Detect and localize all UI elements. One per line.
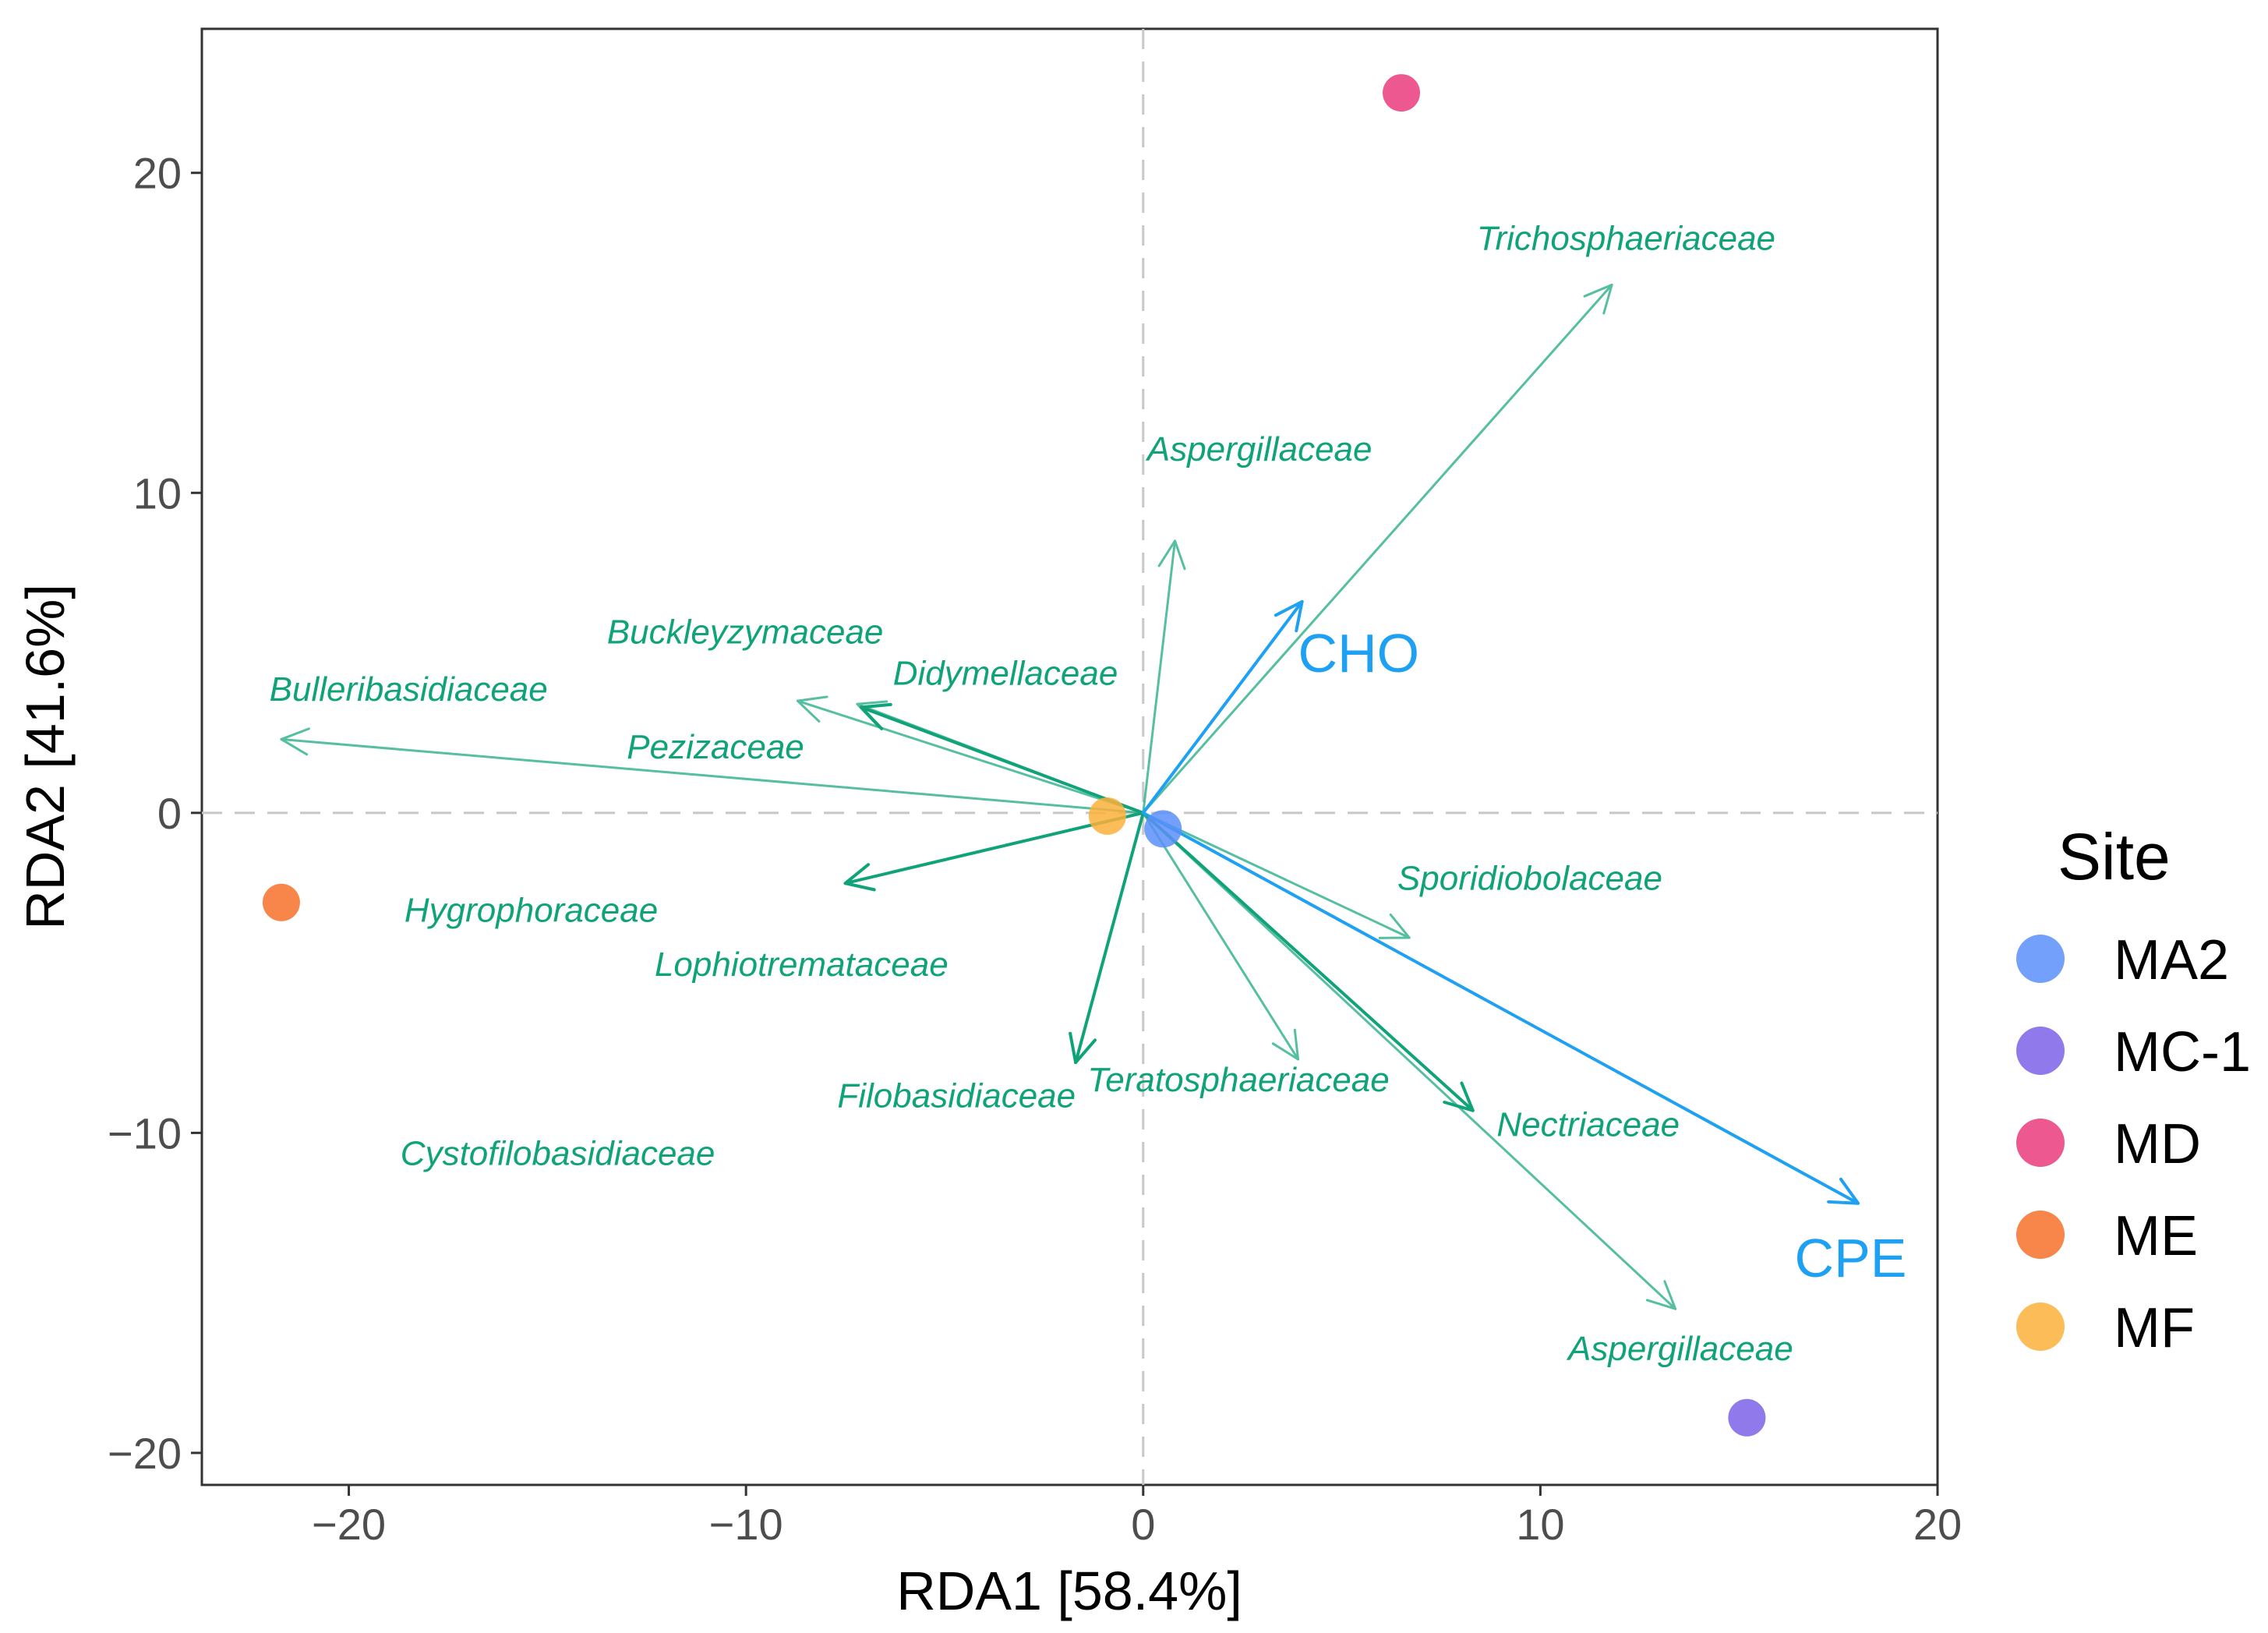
species-label: Hygrophoraceae [404, 891, 658, 929]
legend-label: MD [2114, 1113, 2201, 1175]
x-tick-label: 20 [1913, 1500, 1962, 1549]
site-points [262, 74, 1766, 1437]
legend: Site MA2 MC-1 MD ME MF [2016, 820, 2251, 1359]
species-arrow [859, 702, 1145, 815]
species-label: Didymellaceae [893, 655, 1118, 693]
y-tick-label: −10 [108, 1108, 182, 1158]
species-label: Cystofilobasidiaceae [401, 1134, 715, 1172]
species-label: Filobasidiaceae [837, 1077, 1076, 1115]
site-point [1088, 797, 1126, 835]
y-axis-title: RDA2 [41.6%] [15, 584, 76, 930]
environment-arrows [1141, 599, 1860, 1205]
y-tick-label: 20 [133, 149, 182, 198]
species-arrow [1142, 811, 1677, 1310]
legend-label: MA2 [2114, 929, 2229, 991]
legend-title: Site [2058, 820, 2171, 893]
species-arrow [1142, 283, 1613, 815]
y-axis: −20 −10 0 10 20 [108, 149, 202, 1478]
x-tick-label: −20 [312, 1500, 386, 1549]
species-label: Trichosphaeriaceae [1477, 219, 1775, 257]
species-arrow [1142, 811, 1300, 1061]
legend-label: MC-1 [2114, 1021, 2251, 1083]
x-axis-title: RDA1 [58.4%] [896, 1561, 1242, 1621]
site-point [262, 883, 300, 921]
species-label: Sporidiobolaceae [1397, 859, 1662, 897]
species-label: Nectriaceae [1496, 1106, 1680, 1144]
x-tick-label: −10 [709, 1500, 783, 1549]
legend-key [2016, 935, 2065, 983]
legend-key [2016, 1027, 2065, 1075]
species-label: Bulleribasidiaceae [270, 670, 548, 709]
species-label: Lophiotremataceae [655, 946, 949, 984]
site-point [1728, 1398, 1766, 1437]
species-labels: Trichosphaeriaceae Aspergillaceae Buckleyz… [270, 219, 1793, 1368]
legend-key [2016, 1119, 2065, 1167]
species-label: Aspergillaceae [1566, 1330, 1793, 1368]
y-tick-label: 10 [133, 468, 182, 518]
species-label: Teratosphaeriaceae [1087, 1061, 1389, 1099]
site-point [1383, 74, 1421, 112]
legend-key [2016, 1303, 2065, 1351]
environment-arrow [1141, 811, 1860, 1205]
x-axis: −20 −10 0 10 20 [312, 1485, 1962, 1549]
x-tick-label: 0 [1131, 1500, 1155, 1549]
species-arrow [280, 727, 1145, 815]
environment-arrow [1141, 599, 1304, 815]
y-tick-label: −20 [108, 1429, 182, 1478]
species-label: Pezizaceae [627, 728, 804, 766]
environment-label: CPE [1795, 1228, 1907, 1288]
legend-label: MF [2114, 1297, 2195, 1359]
species-label: Buckleyzymaceae [607, 613, 884, 651]
legend-key [2016, 1211, 2065, 1259]
x-tick-label: 10 [1516, 1500, 1564, 1549]
species-arrows [280, 283, 1677, 1310]
environment-label: CHO [1298, 623, 1420, 684]
site-point [1144, 810, 1182, 848]
species-arrow [1142, 539, 1186, 815]
species-label: Aspergillaceae [1145, 430, 1372, 468]
species-arrow [1141, 811, 1475, 1112]
species-arrow [1142, 811, 1411, 939]
species-arrow [796, 695, 1145, 815]
environment-labels: CHO CPE [1298, 623, 1907, 1288]
zero-reference-lines [202, 29, 1938, 1485]
species-arrow [1069, 811, 1145, 1065]
legend-label: ME [2114, 1205, 2198, 1267]
y-tick-label: 0 [157, 789, 182, 838]
